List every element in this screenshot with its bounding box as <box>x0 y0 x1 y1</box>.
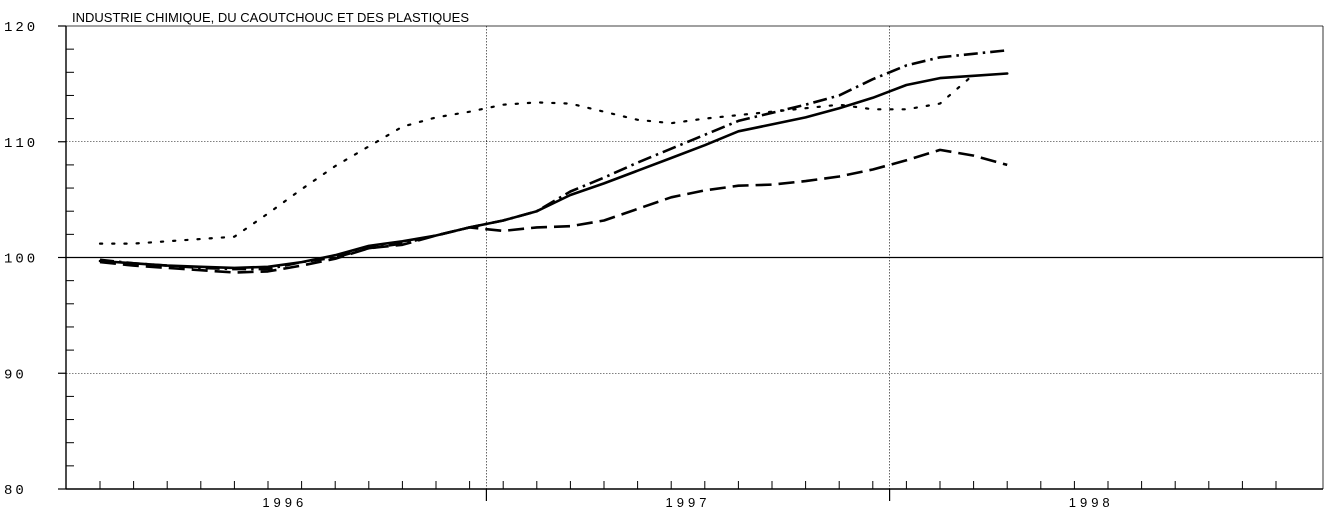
y-tick-label: 110 <box>4 136 38 152</box>
x-year-label: 1996 <box>262 495 307 510</box>
y-tick-label: 120 <box>4 20 38 36</box>
chart-title: INDUSTRIE CHIMIQUE, DU CAOUTCHOUC ET DES… <box>72 10 469 25</box>
y-tick-label: 100 <box>4 252 38 268</box>
series-line-dashed <box>99 148 1008 274</box>
y-axis: 80 90 100 110 120 <box>4 20 74 499</box>
y-tick-label: 80 <box>4 483 27 499</box>
y-tick-label: 90 <box>4 367 27 383</box>
x-year-label: 1998 <box>1069 495 1114 510</box>
grid-lines <box>66 26 1323 489</box>
series-line-dash-dot <box>99 49 1008 271</box>
series-line-solid <box>98 72 1009 270</box>
series-line-dotted <box>98 73 975 245</box>
x-axis: 1996 1997 1998 <box>99 481 1277 510</box>
series-lines <box>98 49 1009 274</box>
x-year-label: 1997 <box>666 495 711 510</box>
